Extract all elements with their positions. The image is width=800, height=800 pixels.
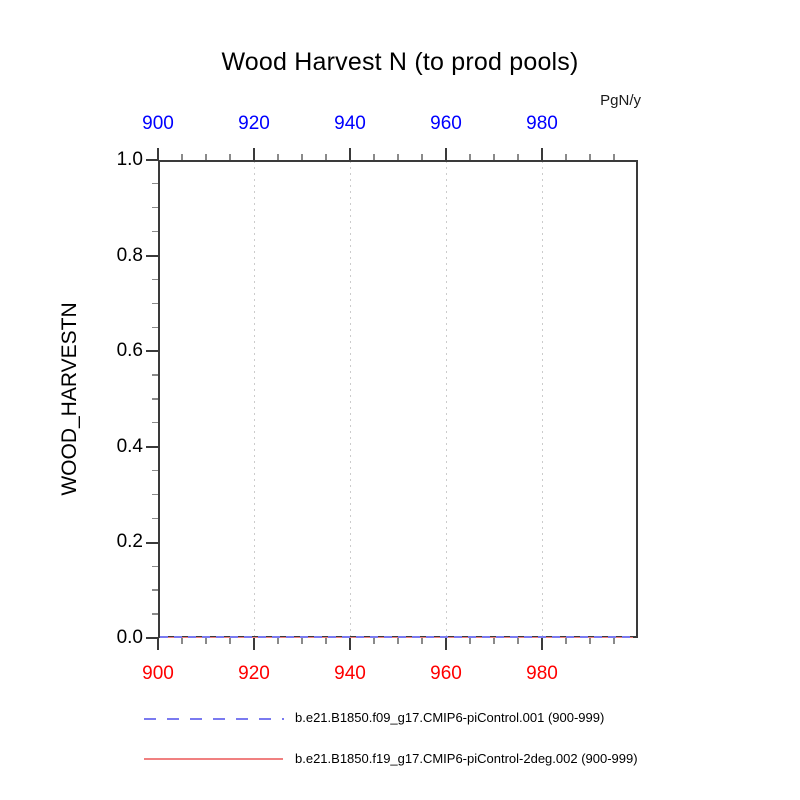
top-axis-unit-label: PgN/y	[600, 92, 641, 109]
left-axis-tick-0.6	[146, 350, 158, 353]
top-axis-tick-960	[445, 148, 448, 160]
top-axis-tick-900	[157, 148, 160, 160]
left-axis-tick-0	[146, 637, 158, 640]
left-axis-tick-0.75	[152, 278, 158, 281]
left-axis-tick-0.95	[152, 183, 158, 185]
left-axis-tick-0.85	[152, 230, 158, 233]
bottom-axis-tick-label-920: 920	[238, 663, 270, 684]
bottom-axis-tick-940	[349, 638, 352, 650]
top-axis-tick-label-940: 940	[334, 113, 366, 134]
plot-frame	[158, 160, 638, 638]
bottom-axis-tick-930	[301, 638, 303, 644]
top-axis-tick-910	[205, 154, 207, 160]
bottom-axis-tick-975	[517, 638, 519, 644]
bottom-axis-tick-950	[397, 638, 399, 644]
y-axis-tick-label-1.0: 1.0	[116, 149, 143, 170]
series1-line-dashed	[160, 635, 634, 638]
top-axis-tick-975	[517, 154, 519, 160]
top-axis-tick-995	[613, 154, 615, 160]
top-axis-tick-label-920: 920	[238, 113, 270, 134]
bottom-axis-tick-955	[421, 638, 423, 644]
bottom-axis-tick-995	[613, 638, 615, 644]
bottom-axis-tick-945	[373, 638, 375, 644]
left-axis-tick-0.05	[152, 613, 158, 615]
y-axis-tick-label-0.6: 0.6	[116, 340, 143, 362]
top-axis-tick-950	[397, 154, 399, 160]
y-axis-tick-label-0.2: 0.2	[116, 531, 143, 553]
top-axis-tick-935	[325, 154, 327, 160]
plot-area: 900 900 920 920 940 940 960 960 980 980 0.0 0.2 0.4 0…	[117, 113, 638, 684]
top-axis-tick-955	[421, 154, 423, 160]
y-axis-title: WOOD_HARVESTN	[58, 302, 81, 496]
top-axis-tick-940	[349, 148, 352, 160]
left-axis-tick-0.1	[152, 589, 158, 591]
bottom-axis-tick-915	[229, 638, 231, 644]
top-axis-tick-920	[253, 148, 256, 160]
top-axis-tick-label-980: 980	[526, 113, 558, 134]
top-axis-tick-985	[565, 154, 567, 160]
bottom-axis-tick-970	[493, 638, 495, 644]
left-axis-tick-0.65	[152, 326, 158, 328]
left-axis-tick-0.7	[152, 302, 158, 304]
gridline-x-960	[445, 161, 447, 637]
left-axis-tick-0.3	[152, 493, 158, 496]
left-axis-tick-0.5	[152, 398, 158, 400]
top-axis-tick-965	[469, 154, 471, 160]
bottom-axis-tick-label-900: 900	[142, 663, 174, 684]
y-axis-tick-label-0.0: 0.0	[116, 627, 143, 648]
bottom-axis-tick-925	[277, 638, 279, 644]
top-axis-tick-990	[589, 154, 591, 160]
legend-label-series2: b.e21.B1850.f19_g17.CMIP6-piControl-2deg…	[295, 751, 638, 766]
left-axis-tick-0.35	[152, 469, 158, 472]
top-axis-tick-980	[541, 148, 544, 160]
gridline-x-920	[253, 161, 255, 637]
top-axis-tick-label-960: 960	[430, 113, 462, 134]
top-axis-tick-945	[373, 154, 375, 160]
bottom-axis-tick-960	[445, 638, 448, 650]
left-axis-tick-0.4	[146, 446, 158, 449]
top-axis-tick-930	[301, 154, 303, 160]
left-axis-tick-0.25	[152, 517, 158, 520]
top-axis-tick-label-900: 900	[142, 113, 174, 134]
left-axis-tick-0.2	[146, 541, 158, 544]
bottom-axis-tick-label-960: 960	[430, 663, 462, 684]
bottom-axis-tick-980	[541, 638, 544, 650]
left-axis-tick-0.55	[152, 374, 158, 376]
y-axis-tick-label-0.8: 0.8	[116, 244, 143, 266]
top-axis-tick-970	[493, 154, 495, 160]
bottom-axis-tick-910	[205, 638, 207, 644]
bottom-axis-tick-990	[589, 638, 591, 644]
bottom-axis-tick-920	[253, 638, 256, 650]
left-axis-tick-1	[146, 159, 158, 162]
bottom-axis-tick-label-980: 980	[526, 663, 558, 684]
bottom-axis-tick-965	[469, 638, 471, 644]
top-axis-tick-915	[229, 154, 231, 160]
legend-sample-series2-solid-line	[144, 758, 283, 760]
left-axis-tick-0.15	[152, 565, 158, 567]
gridline-x-940	[349, 161, 351, 637]
bottom-axis-tick-905	[181, 638, 183, 644]
chart-title: Wood Harvest N (to prod pools)	[221, 48, 579, 76]
top-axis-tick-925	[277, 154, 279, 160]
bottom-axis-tick-900	[157, 638, 160, 650]
legend-label-series1: b.e21.B1850.f09_g17.CMIP6-piControl.001 …	[295, 710, 605, 725]
bottom-axis-tick-985	[565, 638, 567, 644]
y-axis-tick-label-0.4: 0.4	[116, 435, 143, 457]
left-axis-tick-0.8	[146, 254, 158, 257]
left-axis-tick-0.45	[152, 422, 158, 424]
left-axis-tick-0.9	[152, 207, 158, 209]
top-axis-tick-905	[181, 154, 183, 160]
legend-sample-series1-dashed-line	[144, 718, 284, 720]
bottom-axis-tick-label-940: 940	[334, 663, 366, 684]
gridline-x-980	[541, 161, 543, 637]
bottom-axis-tick-935	[325, 638, 327, 644]
